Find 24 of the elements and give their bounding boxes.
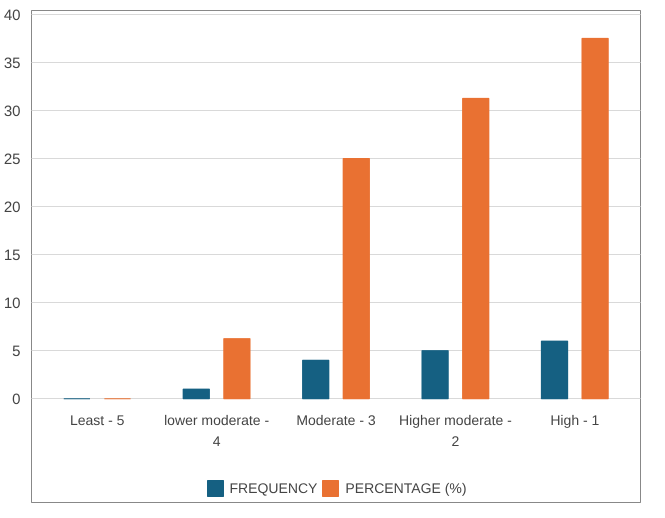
y-tick-label: 40 bbox=[4, 6, 21, 24]
bar bbox=[223, 338, 251, 400]
y-tick-label: 20 bbox=[4, 199, 21, 216]
x-tick-label: lower moderate - 4 bbox=[164, 412, 270, 449]
x-tick-label: High - 1 bbox=[550, 412, 600, 428]
x-tick-label: Higher moderate - 2 bbox=[399, 412, 512, 449]
y-tick-label: 30 bbox=[4, 102, 21, 120]
y-tick-label: 15 bbox=[4, 247, 21, 264]
bar bbox=[540, 340, 568, 400]
bar bbox=[581, 38, 609, 400]
y-tick-label: 10 bbox=[4, 295, 21, 312]
y-tick-label: 35 bbox=[4, 54, 21, 72]
bar bbox=[182, 388, 210, 400]
y-tick-label: 0 bbox=[12, 391, 20, 408]
legend-label: PERCENTAGE (%) bbox=[345, 480, 466, 496]
x-tick-label: Moderate - 3 bbox=[296, 412, 376, 428]
bar bbox=[421, 350, 449, 400]
x-tick-label: Least - 5 bbox=[70, 412, 125, 428]
bar bbox=[462, 98, 490, 400]
y-tick-label: 5 bbox=[12, 343, 20, 360]
y-tick-label: 25 bbox=[4, 150, 21, 168]
bar bbox=[302, 360, 330, 400]
legend-label: FREQUENCY bbox=[230, 480, 318, 496]
bar bbox=[342, 158, 370, 400]
